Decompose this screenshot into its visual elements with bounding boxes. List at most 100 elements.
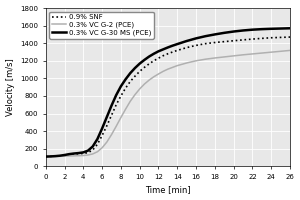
- 0.9% SNF: [161, 54, 165, 57]
- 0.3% VC G-30 MS (PCE): [269, 28, 273, 30]
- 0.3% VC G-2 (PCE): [138, 88, 142, 90]
- 0.3% VC G-2 (PCE): [142, 83, 146, 85]
- 0.3% VC G-2 (PCE): [44, 155, 47, 158]
- 0.3% VC G-30 MS (PCE): [288, 27, 292, 29]
- 0.9% SNF: [82, 152, 85, 155]
- 0.3% VC G-30 MS (PCE): [250, 28, 254, 31]
- 0.3% VC G-2 (PCE): [166, 68, 170, 70]
- 0.9% SNF: [157, 57, 160, 59]
- 0.3% VC G-2 (PCE): [157, 73, 160, 75]
- 0.9% SNF: [53, 155, 57, 157]
- 0.3% VC G-30 MS (PCE): [72, 152, 76, 155]
- 0.3% VC G-2 (PCE): [147, 79, 151, 81]
- 0.3% VC G-2 (PCE): [91, 153, 94, 155]
- 0.3% VC G-30 MS (PCE): [110, 104, 113, 107]
- 0.3% VC G-2 (PCE): [72, 155, 76, 157]
- 0.3% VC G-2 (PCE): [105, 141, 109, 143]
- 0.3% VC G-2 (PCE): [110, 133, 113, 136]
- 0.3% VC G-30 MS (PCE): [185, 40, 188, 42]
- Line: 0.9% SNF: 0.9% SNF: [46, 37, 290, 157]
- 0.3% VC G-30 MS (PCE): [82, 151, 85, 154]
- 0.9% SNF: [105, 125, 109, 127]
- 0.3% VC G-2 (PCE): [124, 108, 128, 110]
- 0.3% VC G-30 MS (PCE): [133, 67, 137, 69]
- 0.3% VC G-30 MS (PCE): [176, 43, 179, 45]
- 0.9% SNF: [96, 143, 99, 145]
- 0.9% SNF: [124, 87, 128, 89]
- 0.9% SNF: [100, 134, 104, 137]
- 0.9% SNF: [119, 95, 123, 97]
- 0.3% VC G-2 (PCE): [96, 151, 99, 153]
- 0.3% VC G-2 (PCE): [213, 57, 217, 59]
- 0.9% SNF: [147, 63, 151, 65]
- 0.9% SNF: [72, 153, 76, 155]
- 0.9% SNF: [68, 153, 71, 156]
- 0.9% SNF: [110, 114, 113, 116]
- 0.9% SNF: [250, 38, 254, 40]
- 0.3% VC G-2 (PCE): [241, 54, 245, 56]
- 0.9% SNF: [58, 155, 61, 157]
- 0.3% VC G-30 MS (PCE): [114, 94, 118, 96]
- 0.3% VC G-30 MS (PCE): [138, 62, 142, 65]
- 0.9% SNF: [142, 66, 146, 69]
- 0.3% VC G-30 MS (PCE): [105, 116, 109, 118]
- 0.3% VC G-2 (PCE): [77, 155, 80, 157]
- 0.3% VC G-2 (PCE): [232, 55, 236, 57]
- 0.9% SNF: [213, 41, 217, 44]
- 0.9% SNF: [204, 42, 207, 45]
- 0.9% SNF: [279, 36, 282, 39]
- Line: 0.3% VC G-30 MS (PCE): 0.3% VC G-30 MS (PCE): [46, 28, 290, 157]
- 0.9% SNF: [176, 49, 179, 52]
- 0.9% SNF: [194, 44, 198, 47]
- 0.3% VC G-30 MS (PCE): [100, 127, 104, 130]
- 0.3% VC G-2 (PCE): [49, 155, 52, 158]
- Legend: 0.9% SNF, 0.3% VC G-2 (PCE), 0.3% VC G-30 MS (PCE): 0.9% SNF, 0.3% VC G-2 (PCE), 0.3% VC G-3…: [49, 12, 154, 39]
- 0.3% VC G-2 (PCE): [58, 155, 61, 158]
- Y-axis label: Velocity [m/s]: Velocity [m/s]: [6, 58, 15, 116]
- 0.3% VC G-30 MS (PCE): [63, 154, 66, 156]
- 0.3% VC G-2 (PCE): [82, 154, 85, 157]
- 0.3% VC G-2 (PCE): [63, 155, 66, 157]
- 0.3% VC G-30 MS (PCE): [222, 32, 226, 34]
- 0.9% SNF: [222, 40, 226, 43]
- 0.3% VC G-2 (PCE): [288, 49, 292, 52]
- 0.3% VC G-30 MS (PCE): [44, 155, 47, 158]
- 0.3% VC G-2 (PCE): [176, 64, 179, 67]
- 0.3% VC G-30 MS (PCE): [166, 46, 170, 49]
- 0.3% VC G-30 MS (PCE): [128, 72, 132, 74]
- 0.9% SNF: [44, 155, 47, 158]
- 0.3% VC G-30 MS (PCE): [77, 152, 80, 154]
- 0.3% VC G-2 (PCE): [114, 125, 118, 127]
- 0.3% VC G-2 (PCE): [119, 116, 123, 119]
- 0.3% VC G-2 (PCE): [171, 66, 174, 69]
- 0.9% SNF: [185, 46, 188, 49]
- 0.3% VC G-2 (PCE): [222, 56, 226, 58]
- 0.9% SNF: [269, 37, 273, 39]
- 0.9% SNF: [171, 51, 174, 53]
- 0.3% VC G-30 MS (PCE): [161, 48, 165, 51]
- 0.3% VC G-30 MS (PCE): [147, 55, 151, 58]
- 0.9% SNF: [86, 151, 90, 154]
- 0.3% VC G-30 MS (PCE): [213, 33, 217, 36]
- 0.3% VC G-2 (PCE): [68, 155, 71, 157]
- X-axis label: Time [min]: Time [min]: [145, 185, 191, 194]
- 0.3% VC G-30 MS (PCE): [86, 149, 90, 152]
- 0.3% VC G-30 MS (PCE): [53, 155, 57, 157]
- 0.9% SNF: [133, 75, 137, 77]
- 0.3% VC G-2 (PCE): [86, 154, 90, 156]
- 0.3% VC G-30 MS (PCE): [279, 27, 282, 30]
- 0.3% VC G-2 (PCE): [152, 76, 156, 78]
- 0.3% VC G-2 (PCE): [133, 93, 137, 96]
- 0.9% SNF: [49, 155, 52, 158]
- 0.3% VC G-30 MS (PCE): [204, 35, 207, 37]
- 0.3% VC G-30 MS (PCE): [171, 44, 174, 47]
- 0.3% VC G-30 MS (PCE): [58, 155, 61, 157]
- 0.3% VC G-30 MS (PCE): [124, 78, 128, 80]
- 0.3% VC G-30 MS (PCE): [152, 53, 156, 55]
- 0.3% VC G-30 MS (PCE): [91, 145, 94, 148]
- 0.3% VC G-30 MS (PCE): [260, 28, 264, 30]
- 0.3% VC G-2 (PCE): [161, 70, 165, 73]
- 0.3% VC G-2 (PCE): [204, 58, 207, 60]
- 0.9% SNF: [77, 153, 80, 155]
- 0.9% SNF: [260, 37, 264, 40]
